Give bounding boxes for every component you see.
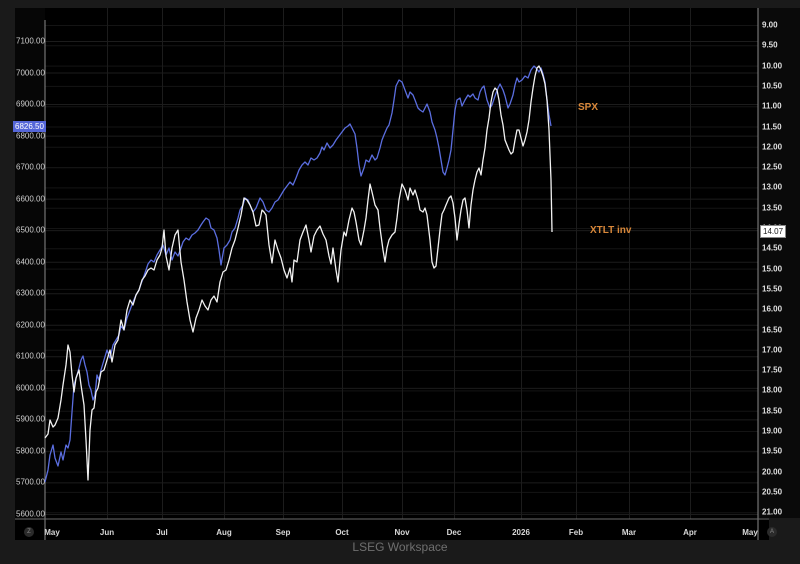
left-axis-tick: 5700.00: [16, 477, 45, 487]
x-axis-tick: Dec: [446, 528, 462, 537]
left-axis-tick: 6400.00: [16, 257, 45, 267]
app-footer-title: LSEG Workspace: [352, 540, 448, 554]
spx-last-value-badge: 6826.50: [13, 121, 46, 132]
right-axis-tick: 13.50: [762, 203, 783, 213]
left-axis-tick: 7100.00: [16, 36, 45, 46]
x-axis-tick: Oct: [335, 528, 349, 537]
auto-scale-right-button[interactable]: A: [767, 527, 777, 537]
left-axis-tick: 6000.00: [16, 383, 45, 393]
left-axis-tick: 6800.00: [16, 131, 45, 141]
zoom-reset-left-button[interactable]: Z: [24, 527, 34, 537]
left-axis-tick: 6200.00: [16, 320, 45, 330]
x-axis-tick: Mar: [621, 528, 637, 537]
right-axis-tick: 15.00: [762, 264, 783, 274]
x-axis-tick: Sep: [275, 528, 291, 537]
right-axis-tick: 14.50: [762, 243, 783, 253]
right-axis-tick: 18.50: [762, 406, 783, 416]
right-axis-tick: 9.00: [762, 20, 778, 30]
x-axis-tick: Aug: [216, 528, 232, 537]
left-axis-tick: 5800.00: [16, 446, 45, 456]
left-axis-panel: [15, 8, 45, 520]
right-axis-tick: 10.00: [762, 61, 783, 71]
x-axis-tick: May: [742, 528, 758, 537]
x-axis-tick: Apr: [683, 528, 697, 537]
right-axis-tick: 17.50: [762, 365, 783, 375]
right-axis-tick: 16.00: [762, 304, 783, 314]
right-axis-tick: 10.50: [762, 81, 783, 91]
left-axis-tick: 6900.00: [16, 99, 45, 109]
x-axis-tick: Nov: [394, 528, 410, 537]
right-axis-tick: 17.00: [762, 345, 783, 355]
left-axis-tick: 6700.00: [16, 162, 45, 172]
left-axis-tick: 6600.00: [16, 194, 45, 204]
right-axis-tick: 20.00: [762, 467, 783, 477]
right-axis-tick: 16.50: [762, 325, 783, 334]
right-axis-tick: 19.50: [762, 446, 783, 456]
right-axis-tick: 19.00: [762, 426, 783, 436]
right-axis-panel: [758, 8, 800, 518]
right-axis-tick: 20.50: [762, 487, 783, 497]
xtlt-series-label: XTLT inv: [590, 225, 632, 236]
x-axis-tick: 2026: [512, 528, 530, 537]
spx-series-label: SPX: [578, 102, 599, 113]
right-axis-tick: 11.00: [762, 101, 782, 111]
left-axis-tick: 6100.00: [16, 351, 45, 361]
xtlt-last-value-badge: 14.07: [760, 225, 787, 238]
right-axis-tick: 12.00: [762, 142, 783, 152]
right-axis-tick: 21.00: [762, 507, 783, 517]
xtlt-inv-series-line[interactable]: [44, 65, 553, 481]
left-axis-tick: 6300.00: [16, 288, 45, 298]
right-axis-tick: 15.50: [762, 284, 783, 294]
left-axis-tick: 5600.00: [16, 509, 45, 519]
left-axis-tick: 6500.00: [16, 225, 45, 235]
right-axis-tick: 13.00: [762, 182, 783, 192]
right-axis-tick: 18.00: [762, 385, 783, 395]
x-axis-tick: Jun: [99, 528, 115, 537]
x-axis-tick: Jul: [156, 528, 168, 537]
x-axis-tick: May: [44, 528, 60, 537]
left-axis-tick: 5900.00: [16, 414, 45, 424]
grid-lines: [45, 8, 758, 519]
left-axis-tick: 7000.00: [16, 68, 45, 78]
right-axis-tick: 9.50: [762, 40, 778, 50]
right-axis-tick: 11.50: [762, 122, 782, 131]
right-axis-tick: 12.50: [762, 162, 783, 172]
x-axis-tick: Feb: [568, 528, 584, 537]
